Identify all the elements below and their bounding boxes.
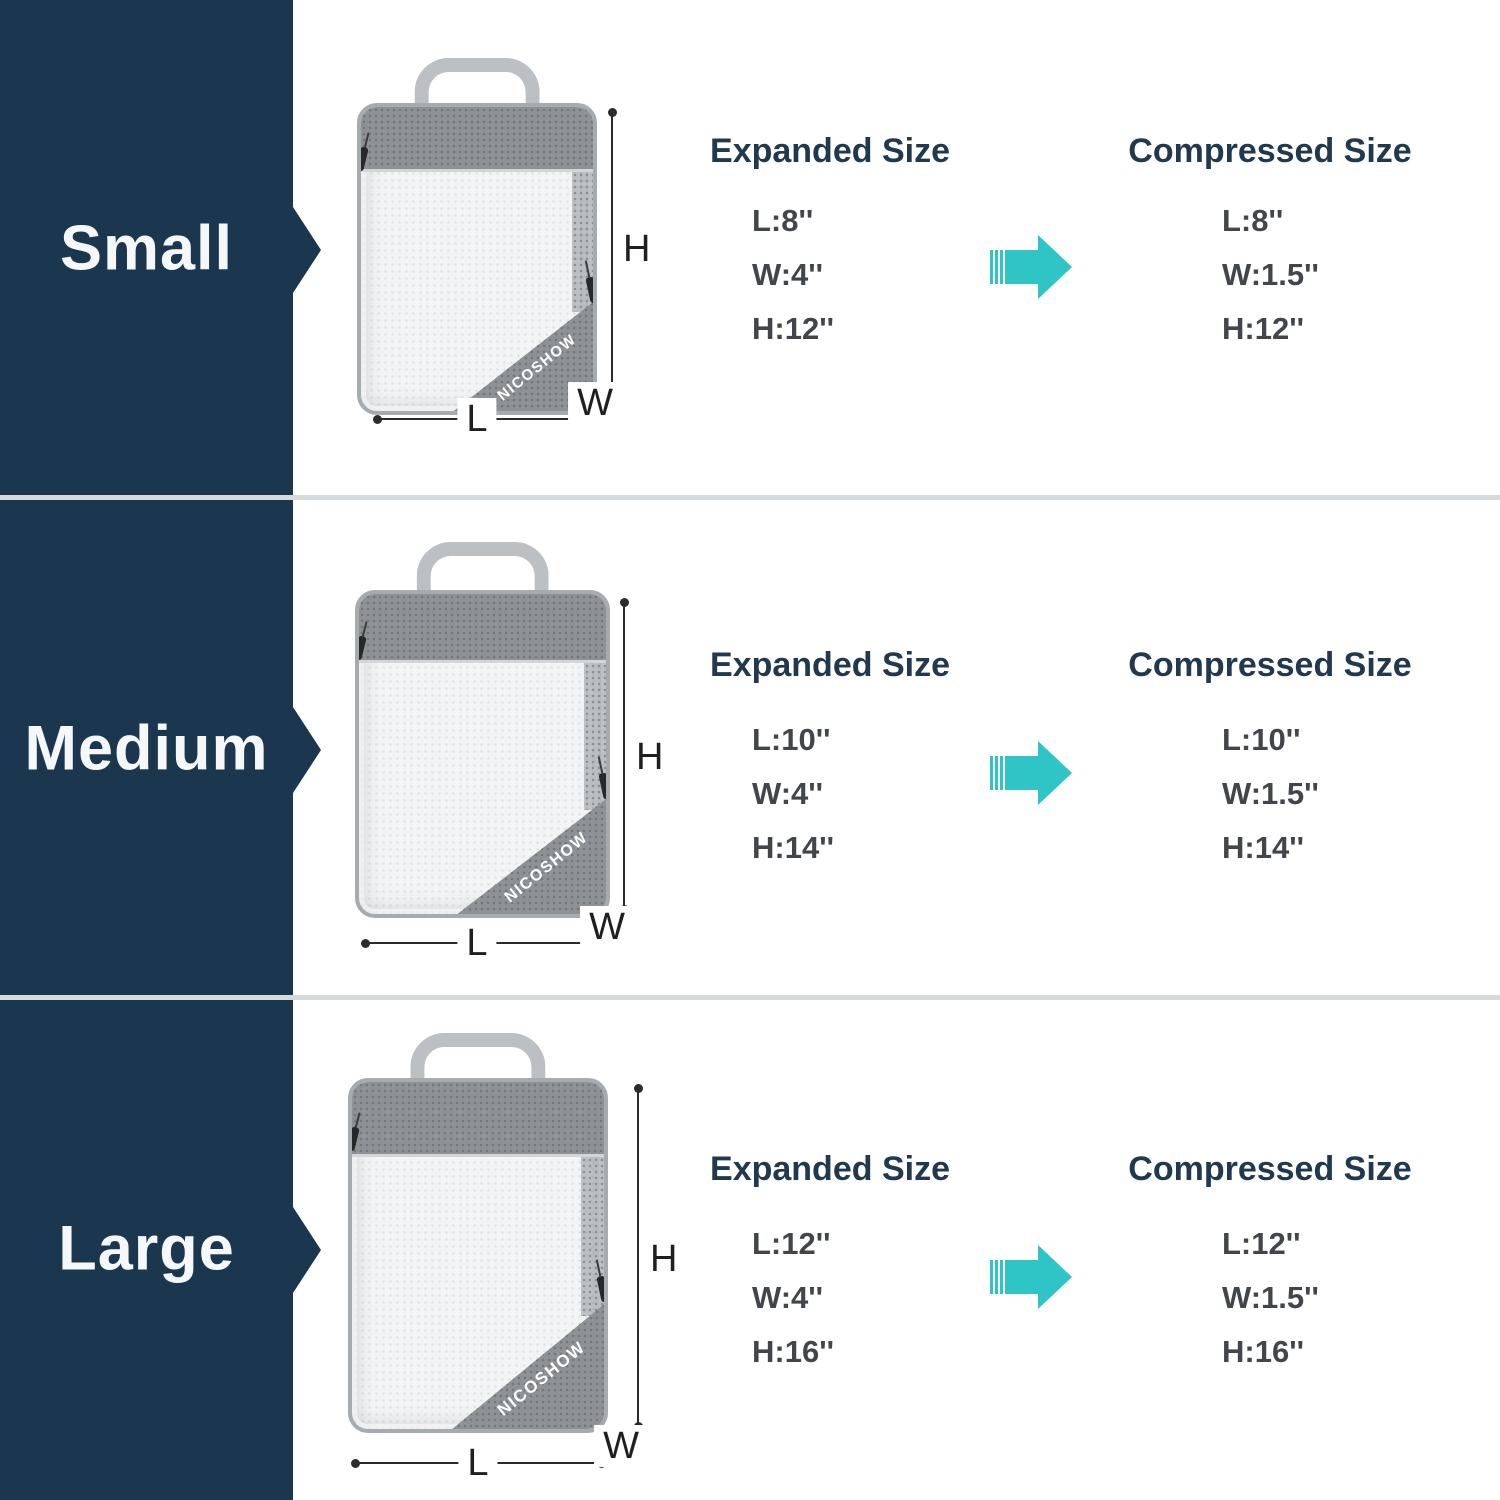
bag-body: NICOSHOW (357, 103, 597, 415)
section-divider (0, 995, 1500, 1000)
bag-body: NICOSHOW (348, 1078, 608, 1433)
size-label-panel (0, 0, 293, 500)
width-dimension-label: W (580, 906, 634, 948)
brand-logo: NICOSHOW (493, 1337, 589, 1420)
arrow-stem (990, 1260, 1038, 1294)
height-dimension-line (607, 108, 617, 392)
length-dimension-label: L (457, 922, 497, 964)
packing-cube-photo: NICOSHOW (357, 58, 597, 415)
width-dimension-label: W (594, 1425, 648, 1467)
expanded-length-value: L:12'' (752, 1226, 831, 1261)
label-pointer-icon (293, 207, 321, 293)
compressed-size-values: L:10'' W:1.5'' H:14'' (1222, 713, 1319, 875)
compressed-size-values: L:12'' W:1.5'' H:16'' (1222, 1217, 1319, 1379)
width-dimension-label: W (568, 382, 622, 424)
arrow-right-icon (990, 1245, 1072, 1309)
compressed-height-value: H:12'' (1222, 311, 1304, 346)
label-pointer-icon (293, 1207, 321, 1293)
expanded-size-values: L:8'' W:4'' H:12'' (752, 194, 834, 356)
height-dimension-label: H (623, 228, 651, 270)
expanded-length-value: L:10'' (752, 722, 831, 757)
compressed-size-values: L:8'' W:1.5'' H:12'' (1222, 194, 1319, 356)
expanded-length-value: L:8'' (752, 203, 814, 238)
size-label-panel (0, 500, 293, 1000)
bag-top-panel (352, 1082, 604, 1157)
size-row-small: Small NICOSHOW H L W Expanded Size L:8''… (0, 0, 1500, 500)
arrow-stem (990, 250, 1038, 284)
arrow-head (1038, 235, 1072, 299)
expanded-height-value: H:16'' (752, 1334, 834, 1369)
compressed-size-title: Compressed Size (1128, 646, 1412, 684)
compressed-height-value: H:14'' (1222, 830, 1304, 865)
size-row-large: Large NICOSHOW H L W Expanded Size L:12'… (0, 1000, 1500, 1500)
size-label-panel (0, 1000, 293, 1500)
expanded-width-value: W:4'' (752, 776, 824, 811)
brand-logo: NICOSHOW (494, 330, 580, 405)
arrow-head (1038, 741, 1072, 805)
expanded-size-title: Expanded Size (710, 132, 950, 170)
size-label: Large (58, 1213, 235, 1284)
compressed-length-value: L:12'' (1222, 1226, 1301, 1261)
arrow-right-icon (990, 235, 1072, 299)
expanded-height-value: H:12'' (752, 311, 834, 346)
expanded-size-values: L:12'' W:4'' H:16'' (752, 1217, 834, 1379)
bag-corner-panel: NICOSHOW (454, 797, 606, 914)
bag-body: NICOSHOW (355, 590, 610, 918)
arrow-stem (990, 756, 1038, 790)
compressed-height-value: H:16'' (1222, 1334, 1304, 1369)
expanded-height-value: H:14'' (752, 830, 834, 865)
size-row-medium: Medium NICOSHOW H L W Expanded Size L:10… (0, 500, 1500, 1000)
length-dimension-label: L (457, 398, 497, 440)
expanded-width-value: W:4'' (752, 257, 824, 292)
expanded-width-value: W:4'' (752, 1280, 824, 1315)
size-label: Medium (24, 713, 269, 784)
arrow-head (1038, 1245, 1072, 1309)
expanded-size-title: Expanded Size (710, 646, 950, 684)
compressed-length-value: L:8'' (1222, 203, 1284, 238)
bag-corner-panel: NICOSHOW (449, 1302, 604, 1429)
bag-top-panel (361, 107, 593, 173)
arrow-right-icon (990, 741, 1072, 805)
height-dimension-label: H (650, 1238, 678, 1280)
compressed-width-value: W:1.5'' (1222, 257, 1319, 292)
label-pointer-icon (293, 707, 321, 793)
packing-cube-photo: NICOSHOW (348, 1033, 608, 1433)
height-dimension-label: H (636, 736, 664, 778)
section-divider (0, 495, 1500, 500)
length-dimension-label: L (458, 1442, 498, 1484)
expanded-size-title: Expanded Size (710, 1150, 950, 1188)
expanded-size-values: L:10'' W:4'' H:14'' (752, 713, 834, 875)
height-dimension-line (619, 598, 629, 914)
size-label: Small (59, 213, 234, 284)
compressed-width-value: W:1.5'' (1222, 776, 1319, 811)
compressed-size-title: Compressed Size (1128, 132, 1412, 170)
bag-top-panel (359, 594, 606, 663)
height-dimension-line (633, 1084, 643, 1431)
compressed-length-value: L:10'' (1222, 722, 1301, 757)
brand-logo: NICOSHOW (501, 828, 591, 907)
compressed-size-title: Compressed Size (1128, 1150, 1412, 1188)
packing-cube-photo: NICOSHOW (355, 542, 610, 918)
compressed-width-value: W:1.5'' (1222, 1280, 1319, 1315)
